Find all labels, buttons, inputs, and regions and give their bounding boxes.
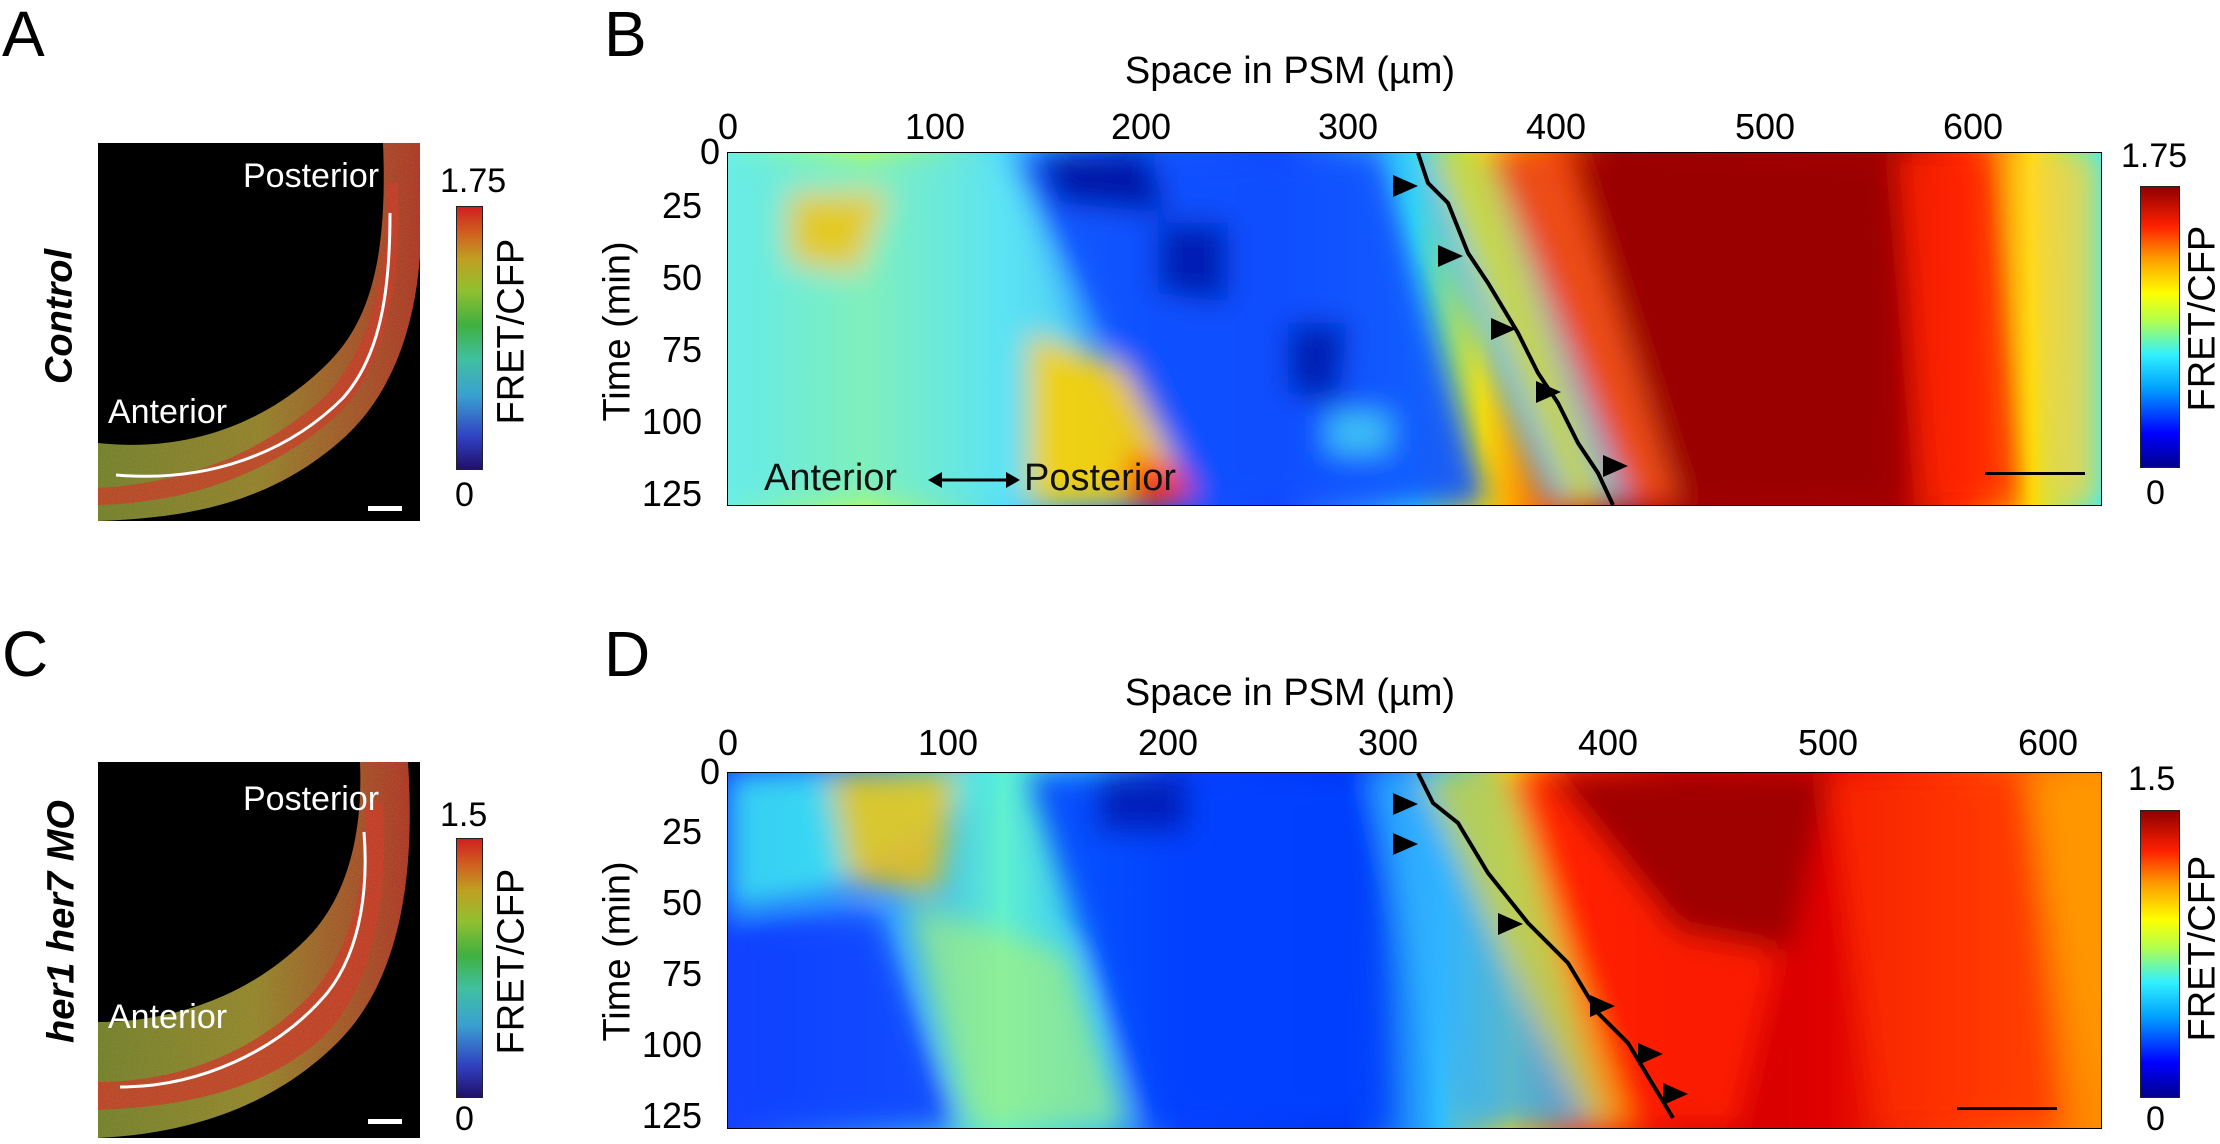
y-tick-label: 125 [641, 1095, 702, 1136]
x-tick-label: 200 [1137, 722, 1199, 763]
panel-letter-d: D [604, 618, 651, 690]
arrowhead-icon [1393, 793, 1418, 815]
arrowhead-icon [1491, 318, 1516, 340]
scale-bar [368, 506, 402, 511]
arrowhead-icon [1638, 1043, 1663, 1065]
arrowhead-icon [1393, 833, 1418, 855]
y-axis-title: Time (min) [596, 241, 639, 422]
jet-colorbar [2140, 186, 2180, 468]
colorbar-max-label: 1.75 [2121, 137, 2188, 175]
fret-lut-colorbar [456, 838, 483, 1098]
x-tick-label: 300 [1317, 106, 1379, 147]
x-tick-label: 600 [2017, 722, 2079, 763]
y-tick-label: 50 [661, 882, 702, 923]
x-tick-label: 400 [1577, 722, 1639, 763]
x-tick-label: 300 [1357, 722, 1419, 763]
image-control-embryo: Posterior Anterior [98, 143, 420, 521]
x-tick-label: 0 [717, 722, 739, 763]
x-tick-label: 100 [904, 106, 966, 147]
y-tick-label: 0 [699, 131, 720, 172]
panel-letter-a: A [2, 0, 45, 70]
colorbar-title: FRET/CFP [490, 238, 533, 425]
x-axis-title: Space in PSM (µm) [1124, 672, 1456, 714]
posterior-label: Posterior [243, 157, 380, 195]
x-tick-label: 500 [1797, 722, 1859, 763]
anterior-label: Anterior [108, 998, 228, 1036]
x-tick-label: 200 [1110, 106, 1172, 147]
x-tick-label: 600 [1942, 106, 2004, 147]
colorbar-min-label: 0 [2146, 1100, 2165, 1138]
arrowhead-icon [1590, 995, 1615, 1017]
x-tick-label: 0 [717, 106, 739, 147]
x-tick-label: 500 [1734, 106, 1796, 147]
colorbar-title: FRET/CFP [2181, 855, 2220, 1042]
colorbar-min-label: 0 [455, 1100, 474, 1138]
y-tick-label: 125 [641, 473, 702, 514]
anterior-annotation: Anterior [764, 457, 898, 499]
arrowhead-icon [1603, 455, 1628, 477]
y-tick-label: 100 [641, 1024, 702, 1065]
arrowhead-icon [1393, 175, 1418, 197]
y-tick-label: 25 [661, 811, 702, 852]
y-axis-title: Time (min) [596, 861, 639, 1042]
colorbar-title: FRET/CFP [490, 868, 533, 1055]
y-tick-label: 50 [661, 257, 702, 298]
y-tick-label: 100 [641, 401, 702, 442]
scale-bar [368, 1119, 402, 1124]
y-tick-label: 0 [699, 751, 720, 792]
arrowhead-icon [1663, 1083, 1688, 1105]
y-tick-label: 75 [661, 329, 702, 370]
arrowhead-icon [1438, 245, 1463, 267]
colorbar-min-label: 0 [2146, 474, 2165, 512]
double-headed-arrow-icon [928, 472, 1020, 488]
y-tick-label: 75 [661, 953, 702, 994]
x-tick-label: 100 [917, 722, 979, 763]
y-tick-label: 25 [661, 185, 702, 226]
kymograph-control: Anterior Posterior [727, 152, 2102, 506]
row-label-her1-her7-mo: her1 her7 MO [40, 800, 83, 1043]
arrowhead-icon [1498, 913, 1523, 935]
colorbar-max-label: 1.75 [440, 162, 507, 200]
fret-lut-colorbar [456, 206, 483, 470]
colorbar-min-label: 0 [455, 476, 474, 514]
jet-colorbar [2140, 810, 2180, 1098]
anterior-label: Anterior [108, 393, 228, 431]
colorbar-title: FRET/CFP [2181, 225, 2220, 412]
colorbar-max-label: 1.5 [2128, 760, 2176, 798]
posterior-annotation: Posterior [1024, 457, 1177, 499]
panel-letter-b: B [604, 0, 647, 70]
arrowhead-icon [1536, 381, 1561, 403]
colorbar-max-label: 1.5 [440, 796, 488, 834]
row-label-control: Control [38, 248, 81, 385]
posterior-label: Posterior [243, 780, 380, 818]
kymograph-morphant [727, 772, 2102, 1129]
x-tick-label: 400 [1525, 106, 1587, 147]
image-morphant-embryo: Posterior Anterior [98, 762, 420, 1138]
panel-letter-c: C [2, 618, 49, 690]
x-axis-title: Space in PSM (µm) [1124, 50, 1456, 92]
